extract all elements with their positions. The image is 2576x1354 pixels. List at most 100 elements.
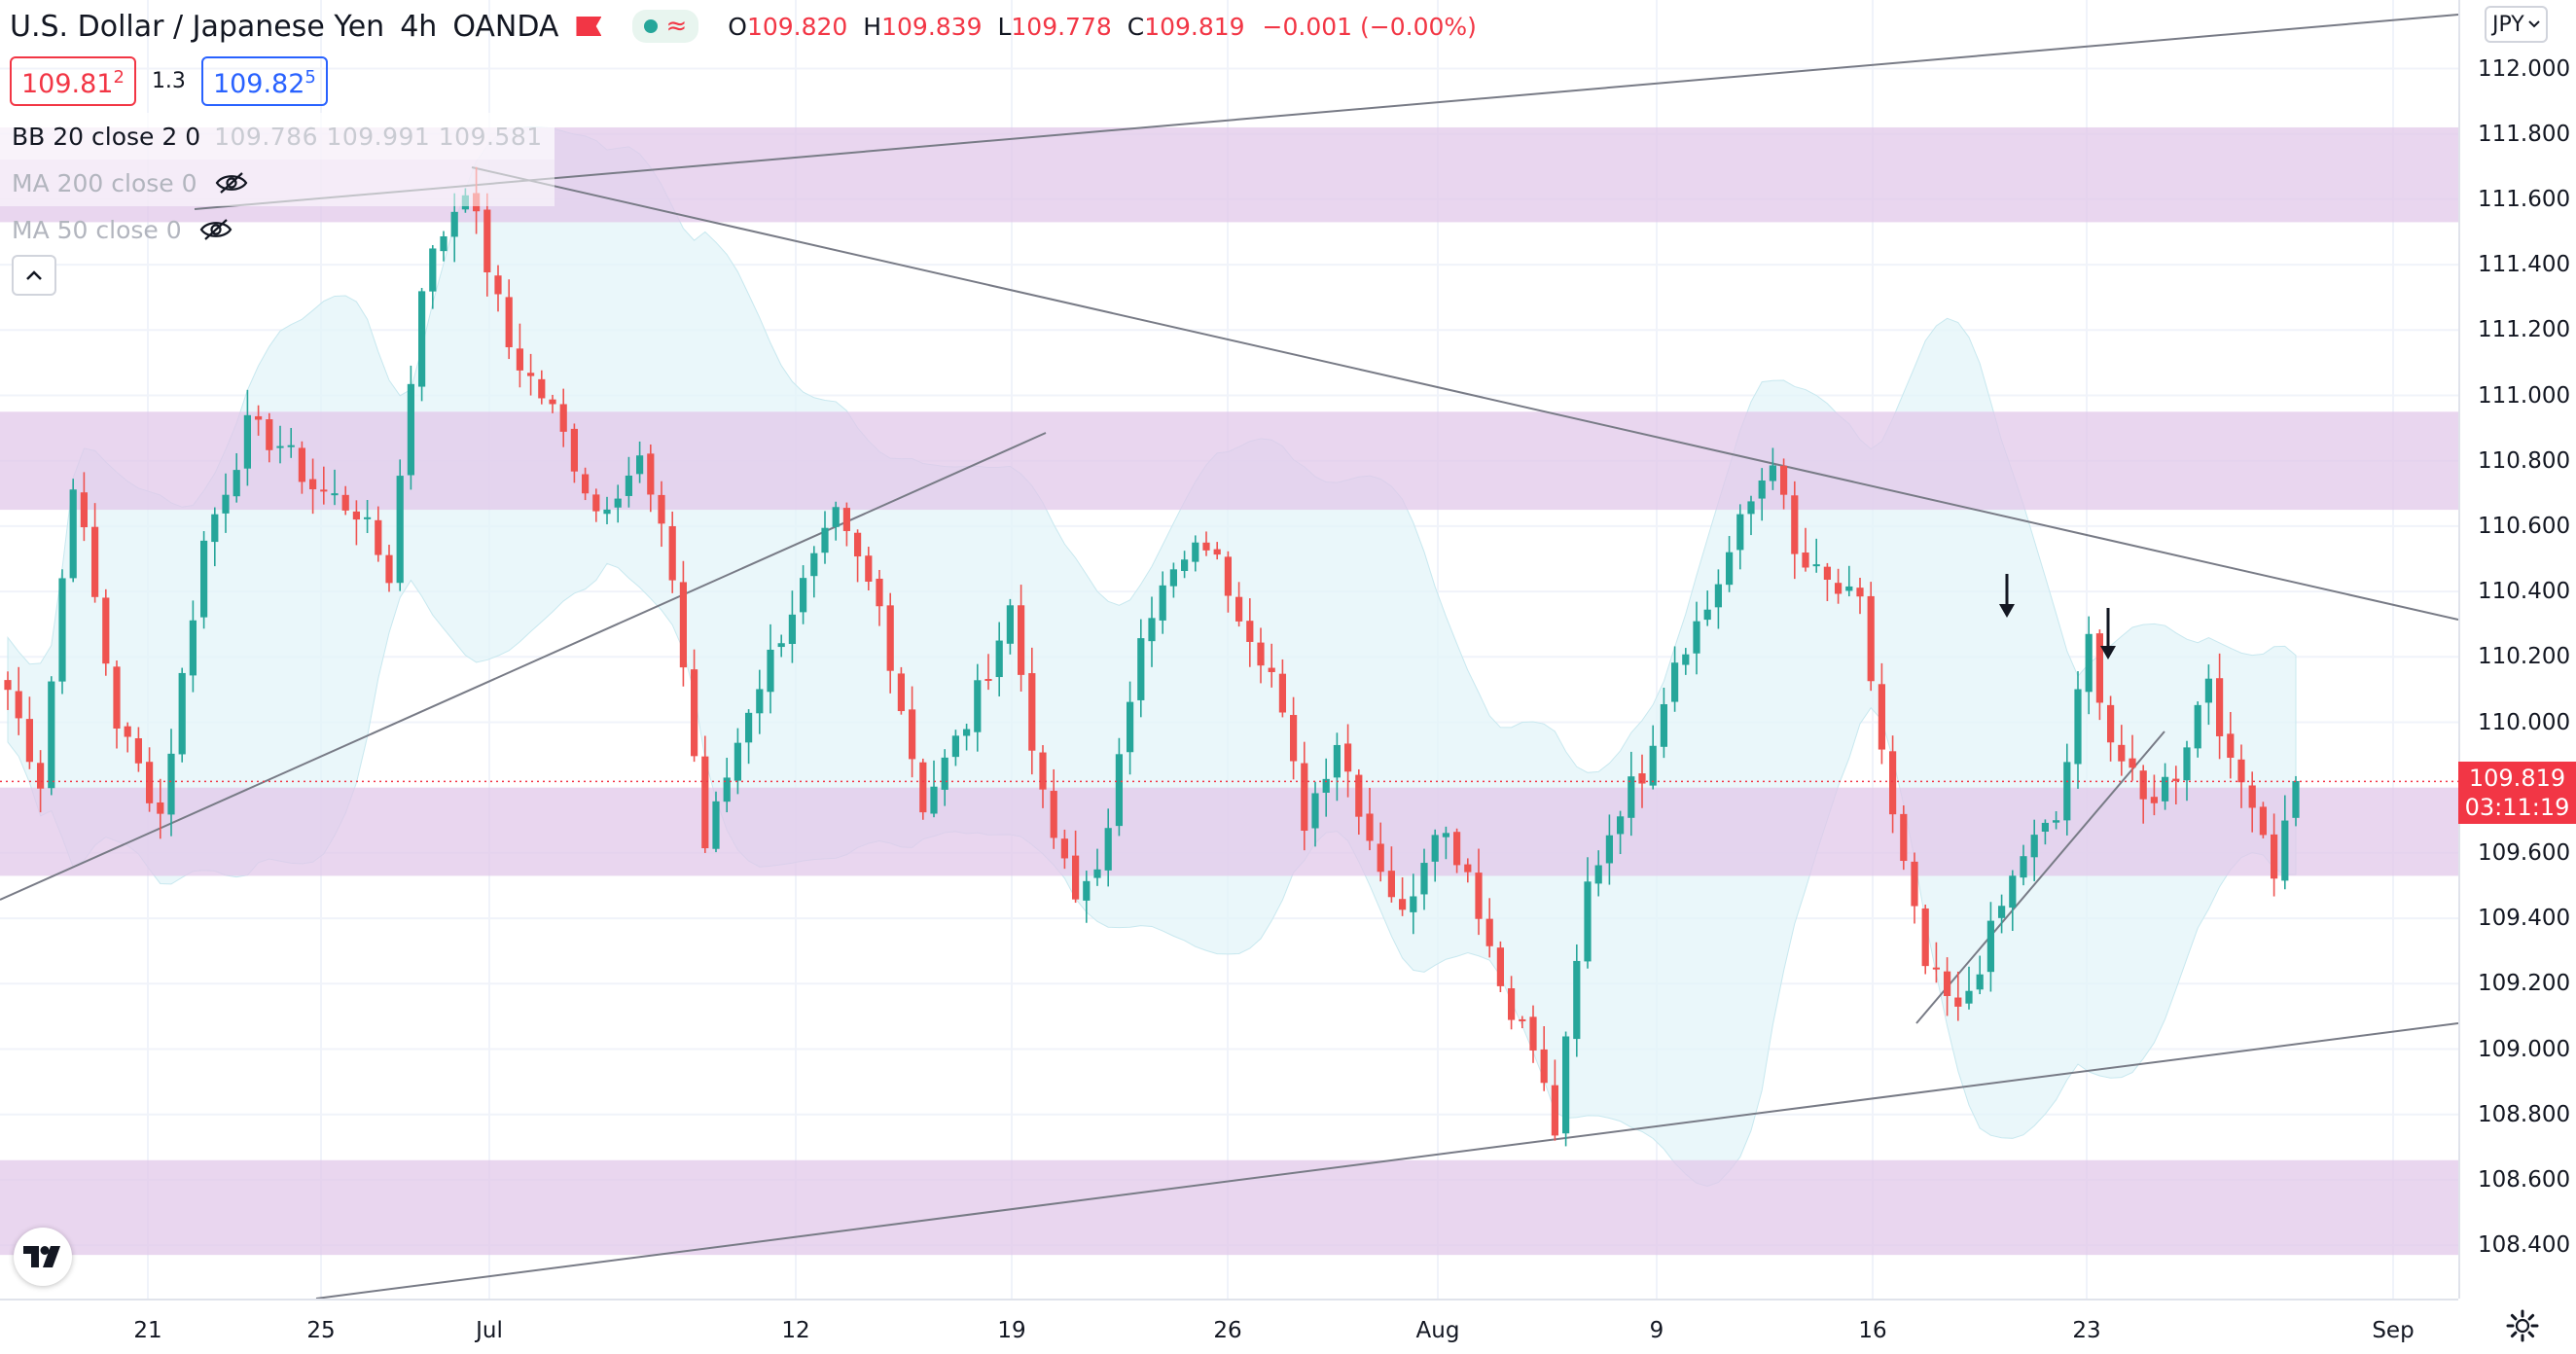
candle-body [167,753,175,815]
candle-body [1835,583,1843,594]
candle-body [4,680,12,691]
candle-body [396,476,404,584]
candle-body [418,291,426,387]
candle-body [124,726,131,737]
tradingview-logo-icon [23,1246,60,1267]
candle-body [1812,564,1820,567]
candle-body [2292,780,2300,818]
candle-body [1769,465,1776,481]
chart-area[interactable] [0,0,2458,1299]
candle-body [429,248,437,292]
candle-body [1093,869,1101,878]
trendline [471,166,2458,621]
time-tick-label: Jul [476,1318,503,1343]
candle-body [777,643,785,648]
candle-body [549,399,556,405]
candle-body [1573,960,1581,1040]
chevron-down-icon [2528,20,2540,28]
status-dot-icon [644,19,659,33]
candle-body [1878,684,1885,750]
candle-body [1104,828,1112,871]
candle-body [37,763,45,789]
candle-body [2009,875,2017,909]
candle-body [352,511,360,520]
tradingview-logo[interactable] [14,1228,72,1286]
price-tick-label: 110.800 [2478,447,2571,474]
candle-body [2281,820,2289,881]
candle-body [494,275,502,295]
currency-selector[interactable]: JPY [2485,6,2548,43]
candle-body [647,453,655,495]
market-status-pill[interactable]: ≈ [632,10,699,43]
interval-label[interactable]: 4h [400,9,438,44]
candle-body [2053,820,2060,823]
price-chart[interactable] [0,0,2458,1299]
buy-button[interactable]: 109.825 [200,56,328,106]
exchange-label: OANDA [452,9,559,44]
candle-body [2227,733,2235,759]
candle-body [113,666,121,730]
candle-body [1464,864,1472,873]
ohlc-readout: O109.820 H109.839 L109.778 C109.819 −0.0… [728,13,1477,41]
candle-body [1202,542,1210,551]
candle-body [930,786,938,814]
candle-body [1605,835,1613,864]
candle-body [2139,770,2147,800]
sell-button[interactable]: 109.812 [10,56,136,106]
candle-body [2095,633,2103,703]
time-axis[interactable]: 21 25 Jul 12 19 26 Aug 9 16 23 Sep [0,1299,2458,1354]
candle-body [1399,899,1407,910]
candle-body [1747,501,1755,515]
candle-body [2118,744,2126,762]
flag-icon[interactable] [576,17,602,36]
indicator-ma200[interactable]: MA 200 close 0 [0,160,555,206]
collapse-legend-button[interactable] [12,255,56,296]
currency-label: JPY [2492,12,2524,37]
candle-body [2107,704,2115,743]
candle-body [1594,865,1602,884]
indicator-bb[interactable]: BB 20 close 2 0 109.786 109.991 109.581 [0,113,555,160]
candle-body [157,802,164,814]
candle-body [2162,776,2169,802]
eye-off-icon[interactable] [199,217,233,242]
candle-body [1050,791,1057,838]
symbol-title[interactable]: U.S. Dollar / Japanese Yen [10,9,385,44]
eye-off-icon[interactable] [215,170,248,196]
support-resistance-zone [0,411,2458,511]
candle-body [625,475,632,496]
close-value: 109.819 [1144,12,1245,41]
candle-body [1485,918,1493,946]
candle-body [592,494,600,512]
candle-body [679,582,687,668]
candle-body [58,578,66,682]
candle-body [1758,480,1766,499]
candle-body [2150,797,2158,803]
gear-icon[interactable] [2505,1308,2540,1343]
candle-body [842,508,850,531]
candle-body [483,209,491,273]
price-tick-label: 111.200 [2478,317,2571,343]
candle-body [407,383,414,476]
candle-body [2041,822,2049,832]
candle-body [385,554,393,584]
candle-body [1420,863,1428,895]
candle-body [1660,703,1667,747]
candle-body [1726,552,1734,586]
candle-body [854,532,862,557]
price-tick-label: 111.800 [2478,121,2571,147]
candle-body [1845,586,1853,591]
candle-body [1387,871,1395,898]
indicator-ma50[interactable]: MA 50 close 0 [0,206,555,253]
price-tick-label: 109.600 [2478,839,2571,866]
candle-body [222,494,230,514]
change-value: −0.001 (−0.00%) [1262,12,1477,41]
candle-body [527,373,535,376]
candle-body [1791,495,1799,554]
candle-body [1192,542,1199,562]
candle-body [309,479,317,490]
candle-body [745,712,753,743]
candle-body [800,578,807,613]
candle-body [1431,835,1439,862]
candle-body [1148,618,1156,642]
price-axis[interactable]: 112.000 111.800 111.600 111.400 111.200 111.0… [2458,0,2576,1299]
